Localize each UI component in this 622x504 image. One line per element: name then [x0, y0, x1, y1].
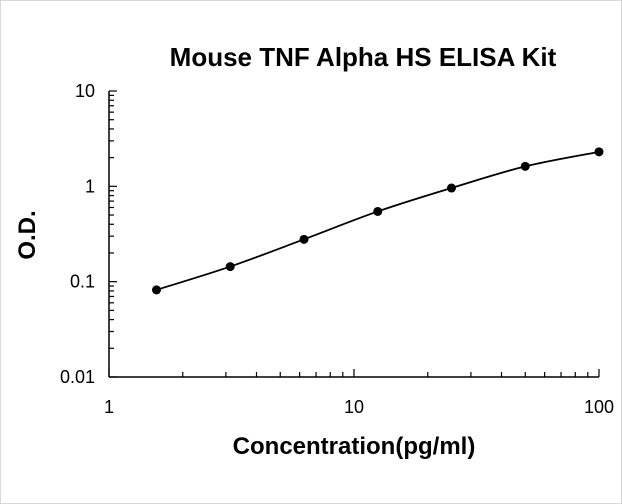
y-tick-label: 1	[85, 176, 95, 196]
data-point	[225, 262, 235, 272]
data-point	[594, 147, 604, 157]
points-layer	[151, 147, 604, 295]
chart-title: Mouse TNF Alpha HS ELISA Kit	[170, 42, 557, 72]
y-axis-label: O.D.	[14, 210, 41, 259]
x-tick-label: 1	[104, 397, 114, 417]
data-point	[520, 161, 530, 171]
y-tick-label: 0.01	[60, 367, 95, 387]
y-tick-label: 0.1	[70, 272, 95, 292]
x-tick-label: 10	[344, 397, 364, 417]
x-tick-label: 100	[584, 397, 614, 417]
axes-layer	[108, 91, 599, 378]
data-point	[299, 234, 309, 244]
data-point	[373, 206, 383, 216]
standard-curve-line	[156, 150, 600, 291]
data-point	[446, 183, 456, 193]
ticks-layer: 1 10 100 0.01 0.1 1 10	[60, 81, 614, 417]
x-axis-label: Concentration(pg/ml)	[233, 433, 476, 460]
y-tick-label: 10	[75, 81, 95, 101]
data-point	[151, 285, 161, 295]
curve-layer	[156, 150, 600, 291]
